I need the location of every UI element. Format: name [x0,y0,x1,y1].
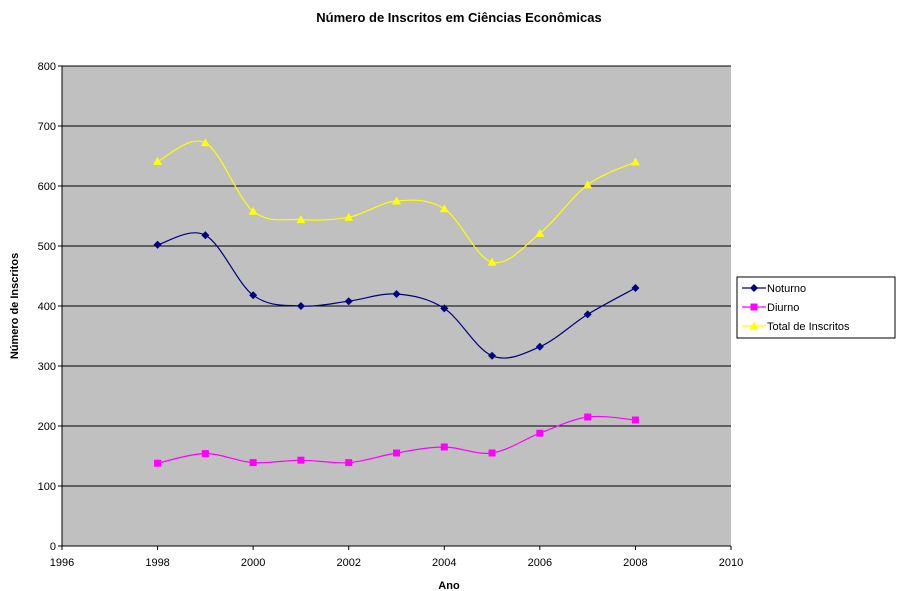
x-tick-label: 2004 [432,557,456,569]
data-point-total-de-inscritos [392,196,401,205]
y-tick-label: 600 [38,181,56,193]
y-axis-title: Número de Inscritos [9,253,21,359]
data-point-noturno [631,284,640,292]
y-tick-label: 700 [38,121,56,133]
x-tick-label: 1998 [145,557,169,569]
data-point-diurno [297,456,305,464]
data-point-diurno [584,413,592,421]
data-point-noturno [249,291,258,300]
data-point-diurno [345,459,353,467]
data-point-total-de-inscritos [487,257,497,266]
y-tick-label: 0 [50,541,56,553]
legend-label-total-de-inscritos: Total de Inscritos [767,321,850,333]
data-point-noturno [201,231,210,240]
plot-area: 0 100 200 300 400 500 600 700 800 1996 1998 2000 200… [38,61,744,569]
data-point-diurno [249,459,257,467]
data-point-total-de-inscritos [200,138,210,147]
data-point-diurno [536,429,544,437]
y-tick-label: 200 [38,421,56,433]
legend-label-diurno: Diurno [767,302,799,314]
x-tick-label: 1996 [50,557,74,569]
data-point-total-de-inscritos [296,215,306,224]
data-point-total-de-inscritos [583,180,593,189]
data-point-noturno [153,240,162,249]
data-point-total-de-inscritos [439,204,449,213]
y-tick-label: 300 [38,361,56,373]
y-tick-label: 100 [38,481,56,493]
legend-label-noturno: Noturno [767,283,806,295]
data-point-noturno [583,310,592,319]
data-point-total-de-inscritos [248,206,258,215]
legend-marker-noturno [750,284,758,292]
x-tick-label: 2008 [623,557,647,569]
data-point-noturno [440,304,449,313]
y-tick-label: 400 [38,301,56,313]
data-point-noturno [535,342,544,351]
x-tick-label: 2010 [719,557,743,569]
legend: Noturno Diurno Total de Inscritos [736,276,896,339]
data-point-noturno [296,302,305,310]
x-tick-label: 2000 [241,557,265,569]
data-point-noturno [488,351,497,360]
data-point-diurno [488,449,496,457]
data-point-total-de-inscritos [153,156,163,165]
data-point-diurno [393,449,400,457]
data-point-total-de-inscritos [535,228,545,237]
legend-marker-total-de-inscritos [749,321,759,330]
data-point-noturno [392,290,401,298]
data-point-total-de-inscritos [344,212,354,221]
data-point-total-de-inscritos [630,157,640,166]
data-point-diurno [440,443,448,451]
legend-marker-diurno [750,303,758,311]
x-axis-title: Ano [438,580,460,591]
x-tick-label: 2006 [528,557,552,569]
data-point-diurno [201,450,209,458]
y-tick-label: 800 [38,61,56,73]
data-point-diurno [154,459,162,467]
data-point-noturno [344,297,353,306]
x-tick-label: 2002 [336,557,360,569]
chart-title: Número de Inscritos em Ciências Econômic… [316,10,601,25]
y-tick-label: 500 [38,241,56,253]
data-point-diurno [631,416,639,424]
